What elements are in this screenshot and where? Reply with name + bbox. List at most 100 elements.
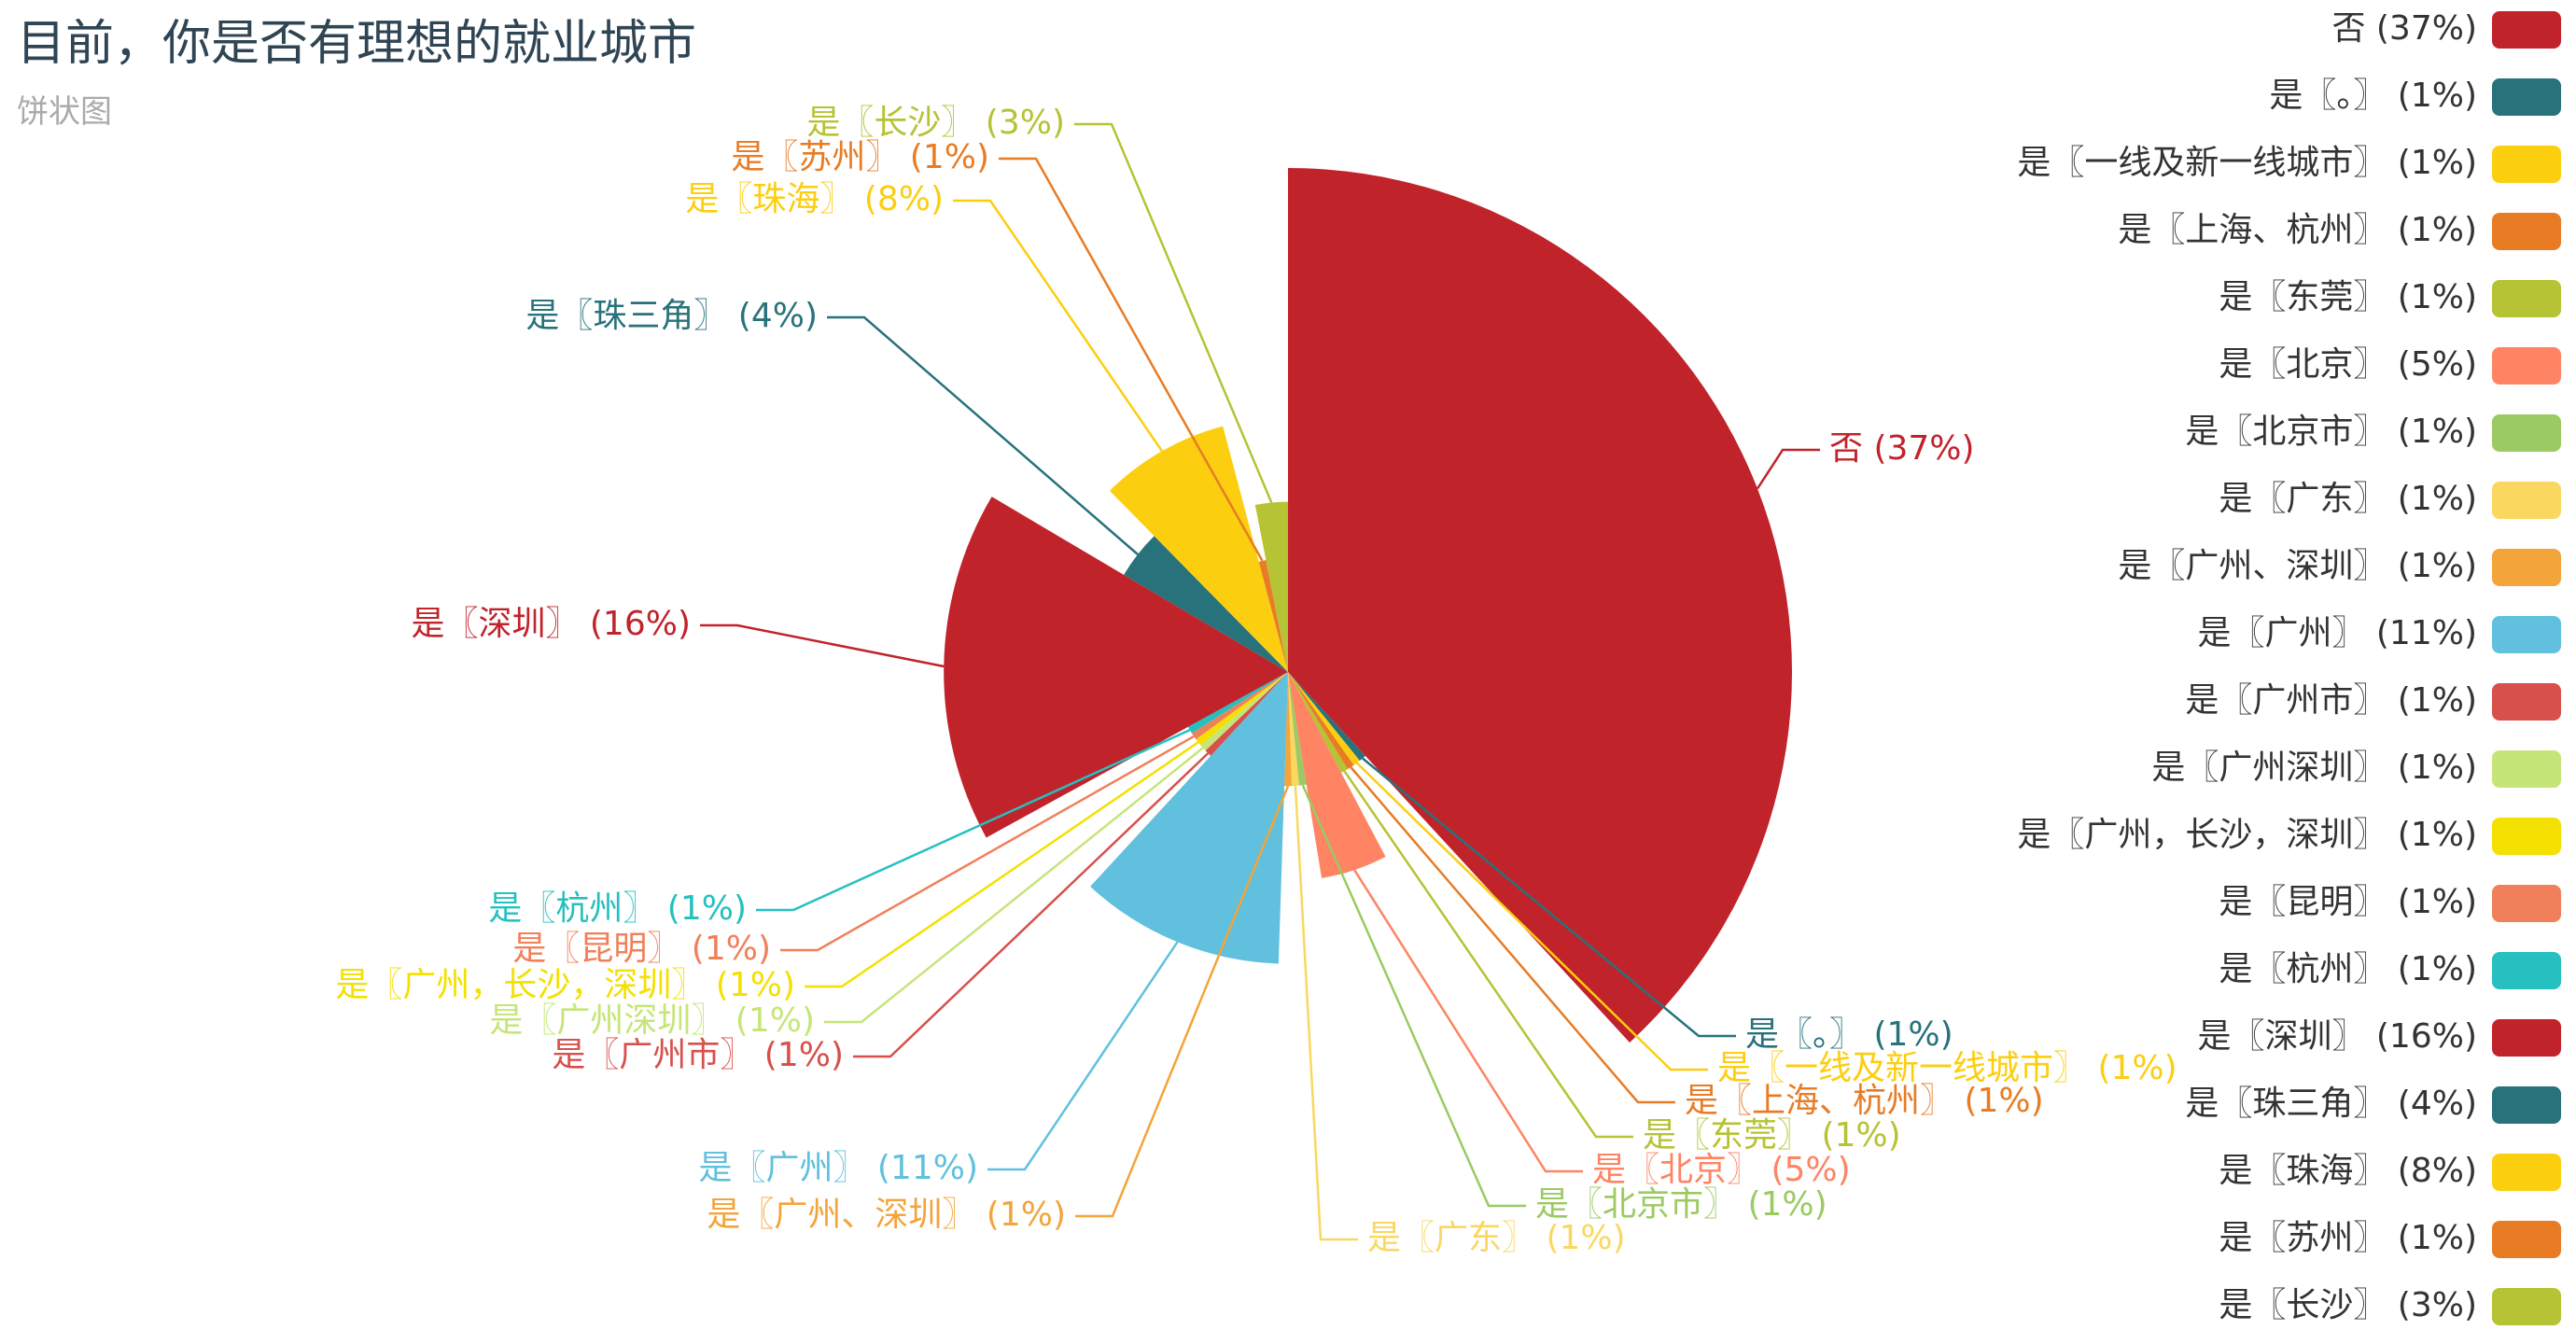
slice-label: 否 (37%) [1829,429,1975,468]
slice-label: 是〖深圳〗 (16%) [411,605,691,643]
legend-swatch [2492,952,2561,989]
legend-label: 是〖广州市〗 (1%) [2185,681,2477,720]
pie-slice[interactable] [944,497,1288,838]
legend-item[interactable]: 是〖广东〗 (1%) [2219,480,2561,519]
label-leader-line [1350,766,1675,1104]
pie-slice[interactable] [1109,426,1288,672]
label-leader-line [780,735,1195,952]
pie-slice[interactable] [1187,672,1288,734]
legend-item[interactable]: 是〖北京〗 (5%) [2219,345,2561,385]
slice-label: 是〖珠三角〗 (4%) [525,297,818,335]
legend-swatch [2492,1221,2561,1258]
slice-label: 是〖北京〗 (5%) [1592,1151,1851,1189]
pie-slice[interactable] [1205,672,1288,756]
legend-swatch [2492,1019,2561,1057]
pie-slice[interactable] [1191,672,1288,740]
legend-label: 是〖深圳〗 (16%) [2197,1017,2477,1056]
slice-label: 是〖广州、深圳〗 (1%) [707,1196,1066,1234]
slice-label: 是〖。〗 (1%) [1745,1015,1953,1054]
slice-label: 是〖珠海〗 (8%) [685,180,944,218]
label-leader-line [853,752,1210,1058]
legend-label: 是〖长沙〗 (3%) [2219,1286,2477,1324]
label-leader-line [999,157,1264,562]
pie-slice[interactable] [1288,672,1299,787]
legend-label: 是〖北京〗 (5%) [2219,345,2477,384]
legend-item[interactable]: 是〖深圳〗 (16%) [2197,1017,2561,1057]
slice-label: 是〖广州深圳〗 (1%) [489,1001,815,1040]
pie-slice[interactable] [1288,672,1307,786]
legend-label: 是〖。〗 (1%) [2269,77,2477,115]
legend-swatch [2492,11,2561,49]
slice-label: 是〖一线及新一线城市〗 (1%) [1717,1049,2177,1087]
pie-slice[interactable] [1284,672,1292,787]
slice-label: 是〖杭州〗 (1%) [488,889,747,928]
label-leader-line [987,941,1179,1171]
legend-label: 是〖东莞〗 (1%) [2219,278,2477,316]
legend-label: 是〖珠三角〗 (4%) [2185,1085,2477,1123]
legend-swatch [2492,482,2561,519]
legend-swatch [2492,1086,2561,1124]
label-leader-line [805,741,1199,988]
slice-label: 是〖广州市〗 (1%) [552,1036,844,1074]
label-leader-line [700,623,945,668]
label-leader-line [953,199,1164,453]
legend-item[interactable]: 是〖一线及新一线城市〗 (1%) [2017,144,2561,183]
legend-item[interactable]: 是〖广州，长沙，深圳〗 (1%) [2017,816,2561,855]
legend-swatch [2492,146,2561,183]
legend-swatch [2492,78,2561,116]
legend-label: 是〖苏州〗 (1%) [2219,1219,2477,1257]
legend-item[interactable]: 是〖苏州〗 (1%) [2219,1219,2561,1258]
label-leader-line [1756,448,1820,490]
legend-item[interactable]: 是〖上海、杭州〗 (1%) [2118,211,2561,250]
legend-swatch [2492,1288,2561,1325]
pie-slice[interactable] [1288,672,1386,878]
slice-label: 是〖广州，长沙，深圳〗 (1%) [335,966,795,1004]
legend-item[interactable]: 是〖珠海〗 (8%) [2219,1152,2561,1191]
label-leader-line [1343,770,1633,1139]
legend-item[interactable]: 是〖东莞〗 (1%) [2219,278,2561,317]
pie-slice[interactable] [1090,672,1288,964]
legend-swatch [2492,347,2561,385]
chart-subtitle: 饼状图 [17,93,112,131]
legend-item[interactable]: 是〖广州、深圳〗 (1%) [2118,547,2561,586]
slice-label: 是〖北京市〗 (1%) [1535,1185,1827,1224]
slice-label: 是〖广州〗 (11%) [698,1149,978,1187]
label-leader-line [824,747,1204,1024]
legend-item[interactable]: 是〖。〗 (1%) [2269,77,2561,116]
pie-slice[interactable] [1288,672,1360,765]
slice-label: 是〖上海、杭州〗 (1%) [1685,1082,2044,1120]
legend: 否 (37%) 是〖。〗 (1%) 是〖一线及新一线城市〗 (1%) 是〖上海、杭州〗… [2017,9,2561,1325]
pie-slice[interactable] [1196,672,1288,746]
legend-item[interactable]: 是〖昆明〗 (1%) [2219,883,2561,922]
legend-swatch [2492,683,2561,721]
pie-slice[interactable] [1258,560,1288,672]
legend-item[interactable]: 是〖杭州〗 (1%) [2219,950,2561,989]
pie-slice[interactable] [1288,672,1348,774]
legend-item[interactable]: 是〖珠三角〗 (4%) [2185,1085,2561,1124]
legend-label: 是〖杭州〗 (1%) [2219,950,2477,988]
label-leader-line [1075,785,1290,1218]
legend-item[interactable]: 是〖北京市〗 (1%) [2185,413,2561,452]
pie-slice[interactable] [1288,168,1793,1043]
pie-slice[interactable] [1288,672,1354,770]
slice-label: 是〖长沙〗 (3%) [806,104,1065,142]
legend-swatch [2492,1154,2561,1191]
pie-slice[interactable] [1288,672,1365,762]
legend-swatch [2492,818,2561,855]
legend-swatch [2492,414,2561,452]
pie-slice[interactable] [1124,536,1288,672]
legend-item[interactable]: 否 (37%) [2331,9,2561,49]
legend-label: 否 (37%) [2331,9,2477,48]
label-leader-line [1074,122,1273,503]
pie-slice[interactable] [1200,672,1288,751]
label-leader-line [1355,762,1708,1071]
slices-layer [944,168,1793,1043]
labels-layer: 否 (37%) 是〖。〗 (1%)是〖一线及新一线城市〗 (1%)是〖上海、杭州〗… [335,104,2177,1257]
legend-label: 是〖一线及新一线城市〗 (1%) [2017,144,2477,182]
legend-item[interactable]: 是〖广州市〗 (1%) [2185,681,2561,721]
legend-item[interactable]: 是〖广州深圳〗 (1%) [2151,749,2561,788]
legend-item[interactable]: 是〖广州〗 (11%) [2197,614,2561,653]
legend-swatch [2492,750,2561,788]
pie-slice[interactable] [1254,501,1288,672]
legend-item[interactable]: 是〖长沙〗 (3%) [2219,1286,2561,1325]
